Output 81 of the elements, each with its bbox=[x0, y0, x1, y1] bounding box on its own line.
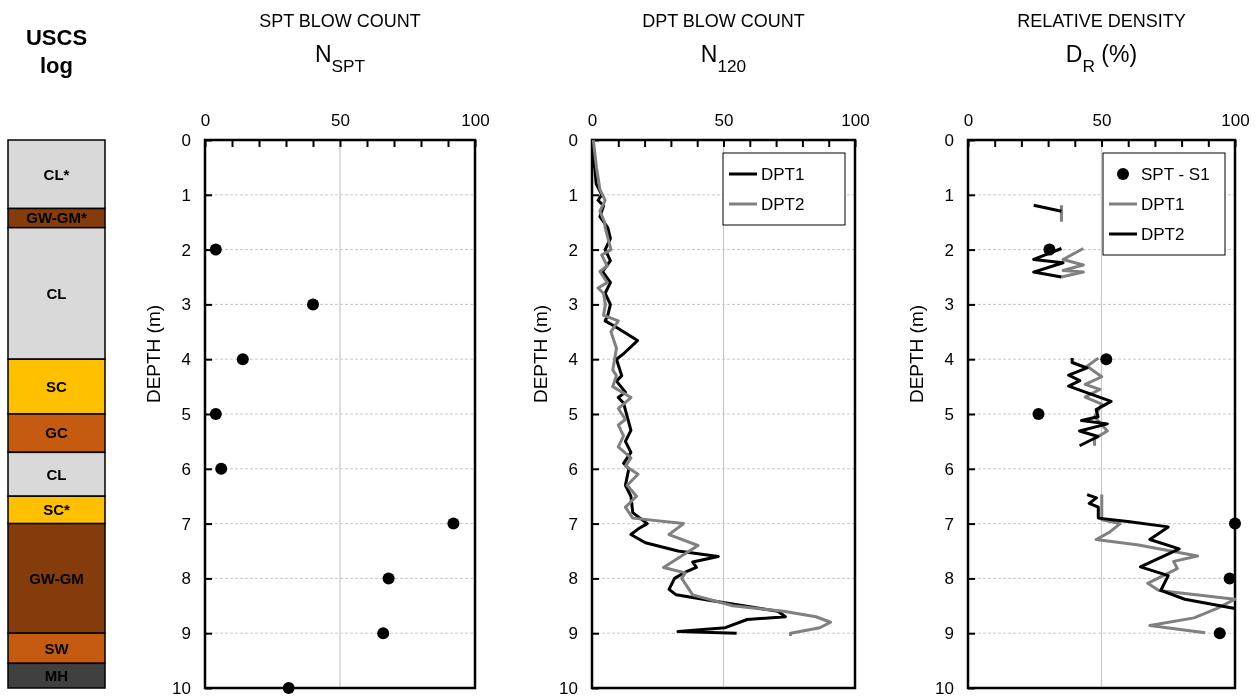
y-tick-label: 9 bbox=[568, 624, 578, 644]
y-tick-label: 6 bbox=[944, 459, 954, 479]
y-tick-label: 8 bbox=[568, 569, 578, 589]
y-tick-label: 4 bbox=[944, 350, 954, 370]
x-tick-label: 0 bbox=[200, 111, 211, 130]
y-tick-label: 0 bbox=[944, 130, 954, 150]
y-tick-label: 7 bbox=[181, 514, 191, 534]
legend-label: SPT - S1 bbox=[1141, 164, 1210, 184]
y-tick-label: 10 bbox=[935, 678, 954, 698]
y-tick-label: 2 bbox=[181, 240, 191, 260]
y-tick-label: 3 bbox=[944, 295, 954, 315]
x-tick-label: 0 bbox=[587, 111, 598, 130]
x-tick-label: 100 bbox=[461, 111, 490, 130]
point bbox=[382, 572, 395, 585]
series-label: GC bbox=[45, 424, 68, 442]
x-tick-label: 100 bbox=[841, 111, 870, 130]
x-tick-label: 100 bbox=[1221, 111, 1250, 130]
chart-subtitle: D$_{R}$ (%) bbox=[1065, 41, 1138, 76]
chart-title: SPT BLOW COUNT bbox=[259, 11, 421, 31]
point bbox=[377, 627, 390, 640]
y-tick-label: 6 bbox=[181, 459, 191, 479]
legend-label: DPT1 bbox=[1141, 194, 1185, 214]
y-tick-label: 5 bbox=[944, 404, 954, 424]
y-tick-label: 6 bbox=[568, 459, 578, 479]
x-tick-label: 50 bbox=[331, 111, 350, 130]
line-series bbox=[591, 138, 833, 638]
series-label: CL bbox=[46, 284, 67, 302]
series-label: GW-GM bbox=[29, 569, 84, 587]
point bbox=[209, 408, 222, 420]
point bbox=[1229, 517, 1241, 530]
x-tick-label: 0 bbox=[963, 111, 974, 130]
series-label: SC bbox=[46, 377, 68, 395]
series-label: MH bbox=[44, 666, 69, 684]
y-tick-label: 0 bbox=[181, 130, 191, 150]
y-tick-label: 9 bbox=[944, 624, 954, 644]
y-tick-label: 5 bbox=[181, 404, 191, 424]
y-tick-label: 1 bbox=[181, 185, 191, 205]
chart-title: USCS log bbox=[25, 25, 88, 78]
y-tick-label: 2 bbox=[944, 240, 954, 260]
y-tick-label: 7 bbox=[568, 514, 578, 534]
y-tick-label: 4 bbox=[181, 350, 191, 370]
chart-title: RELATIVE DENSITY bbox=[1017, 11, 1186, 31]
y-tick-label: 3 bbox=[568, 295, 578, 315]
y-tick-label: 1 bbox=[944, 185, 954, 205]
y-tick-label: 8 bbox=[181, 569, 191, 589]
y-tick-label: 10 bbox=[172, 678, 191, 698]
series-label: SC* bbox=[43, 501, 70, 519]
y-tick-label: 10 bbox=[559, 678, 578, 698]
legend-label: DPT2 bbox=[1141, 224, 1185, 244]
y-tick-label: 2 bbox=[568, 240, 578, 260]
y-tick-label: 4 bbox=[568, 350, 578, 370]
y-axis-title: DEPTH (m) bbox=[530, 304, 551, 404]
y-axis-title: DEPTH (m) bbox=[906, 304, 927, 404]
x-tick-label: 50 bbox=[1092, 111, 1112, 130]
y-tick-label: 5 bbox=[568, 404, 578, 424]
series-label: SW bbox=[44, 639, 70, 657]
y-tick-label: 1 bbox=[568, 185, 578, 205]
point bbox=[236, 353, 249, 366]
point bbox=[447, 517, 460, 530]
point bbox=[1213, 627, 1226, 640]
point bbox=[307, 298, 319, 311]
series-label: CL* bbox=[43, 165, 70, 183]
y-tick-label: 7 bbox=[944, 514, 954, 534]
point bbox=[1100, 353, 1113, 366]
point bbox=[209, 243, 222, 256]
chart-subtitle: N$_{SPT}$ bbox=[314, 41, 366, 76]
chart-title: DPT BLOW COUNT bbox=[642, 11, 805, 31]
point bbox=[215, 462, 228, 475]
series-label: CL bbox=[46, 465, 67, 483]
chart-subtitle: N$_{120}$ bbox=[700, 41, 747, 76]
y-tick-label: 9 bbox=[181, 624, 191, 644]
x-tick-label: 50 bbox=[714, 111, 734, 130]
point bbox=[282, 682, 295, 694]
series-label: GW-GM* bbox=[26, 209, 87, 227]
y-tick-label: 0 bbox=[568, 130, 578, 150]
y-axis-title: DEPTH (m) bbox=[143, 304, 164, 404]
y-tick-label: 3 bbox=[181, 295, 191, 315]
point bbox=[1032, 408, 1045, 420]
y-tick-label: 8 bbox=[944, 569, 954, 589]
legend-label: DPT1 bbox=[761, 164, 805, 184]
legend-label: DPT2 bbox=[761, 194, 805, 214]
